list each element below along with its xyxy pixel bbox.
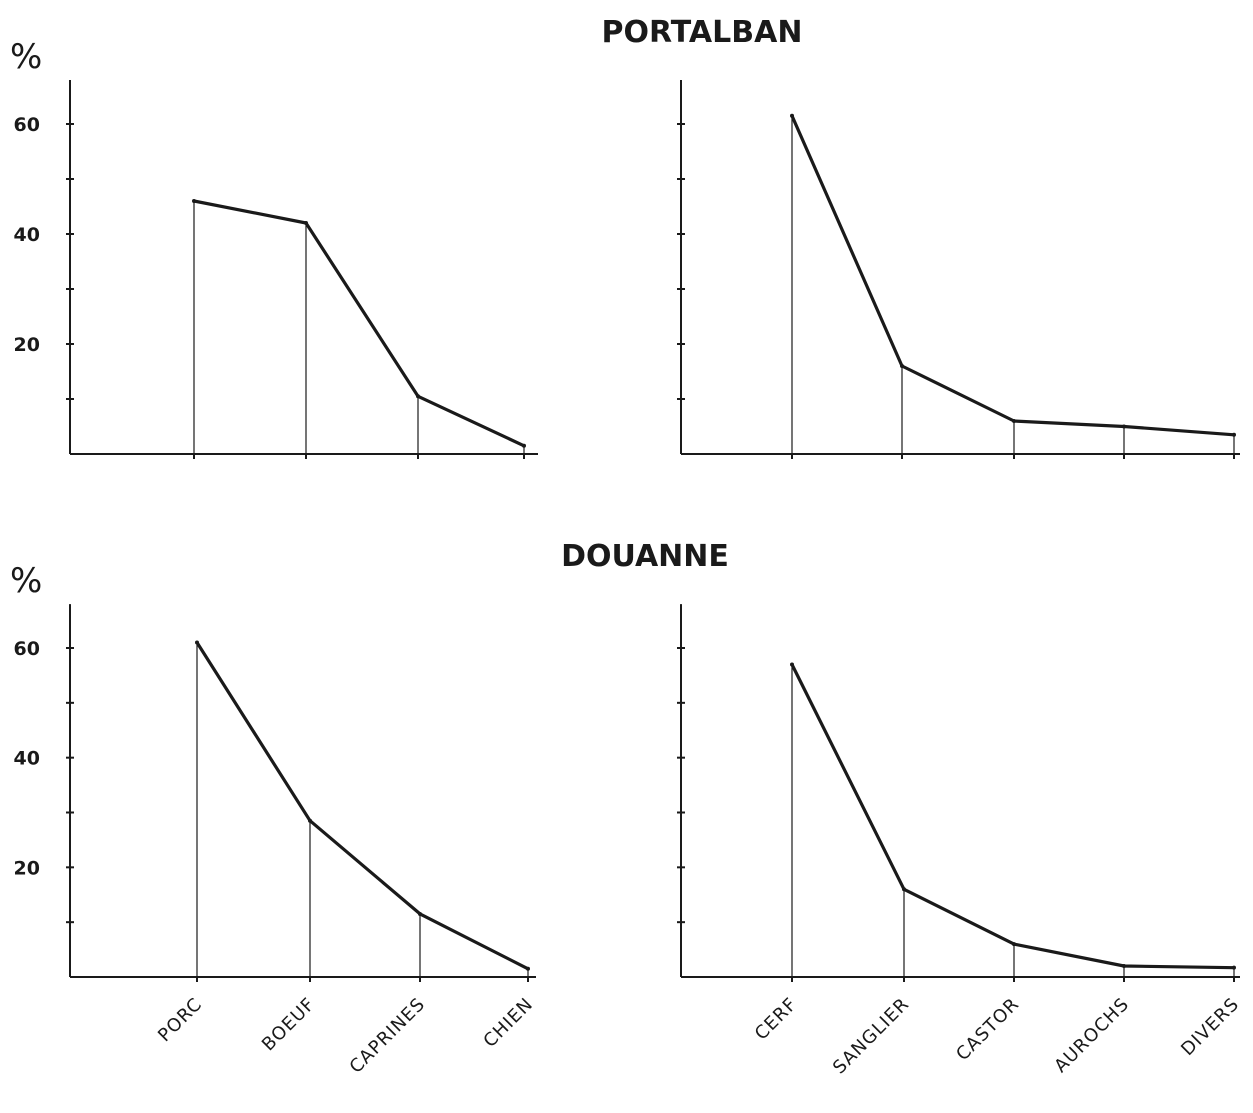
data-point <box>790 113 794 118</box>
data-point <box>1232 965 1236 970</box>
chart-2: 20 40 60% <box>10 561 536 982</box>
series-line <box>193 199 525 448</box>
x-tick-label: PORC <box>154 994 206 1046</box>
x-tick-label: AUROCHS <box>1050 994 1133 1077</box>
y-tick-label: 60 <box>14 114 40 136</box>
x-tick-label: CERF <box>751 994 802 1045</box>
data-point <box>192 199 196 203</box>
x-tick-label: CASTOR <box>952 994 1023 1065</box>
data-point <box>902 887 906 892</box>
data-point <box>522 443 526 448</box>
x-tick-label: DIVERS <box>1177 994 1243 1060</box>
data-point <box>195 640 199 645</box>
x-tick-label: CAPRINES <box>346 994 430 1078</box>
x-tick-label: SANGLIER <box>829 994 914 1079</box>
y-tick-label: 60 <box>14 638 40 660</box>
chart-0: 20 40 60% <box>10 37 538 459</box>
series-line <box>195 641 529 971</box>
data-point <box>1232 432 1236 437</box>
data-point <box>526 966 530 971</box>
data-point <box>1122 964 1126 969</box>
series-line <box>790 115 1235 437</box>
y-tick-label: 40 <box>14 748 40 770</box>
title-douanne: DOUANNE <box>561 539 729 574</box>
y-tick-label: 40 <box>14 224 40 246</box>
data-point <box>308 818 312 823</box>
chart-3 <box>677 604 1240 982</box>
x-tick-label: CHIEN <box>479 994 537 1052</box>
data-point <box>304 221 308 225</box>
series-line <box>790 663 1235 970</box>
data-point <box>416 394 420 399</box>
data-point <box>1012 419 1016 423</box>
data-point <box>418 911 422 916</box>
data-point <box>1122 424 1126 429</box>
x-tick-label: BOEUF <box>258 994 320 1056</box>
y-unit-label: % <box>10 561 42 601</box>
data-point <box>900 364 904 368</box>
data-point <box>790 662 794 667</box>
chart-1 <box>677 80 1240 459</box>
y-tick-label: 20 <box>14 857 40 879</box>
y-unit-label: % <box>10 37 42 77</box>
y-tick-label: 20 <box>14 334 40 356</box>
title-portalban: PORTALBAN <box>602 15 803 50</box>
data-point <box>1012 942 1016 947</box>
